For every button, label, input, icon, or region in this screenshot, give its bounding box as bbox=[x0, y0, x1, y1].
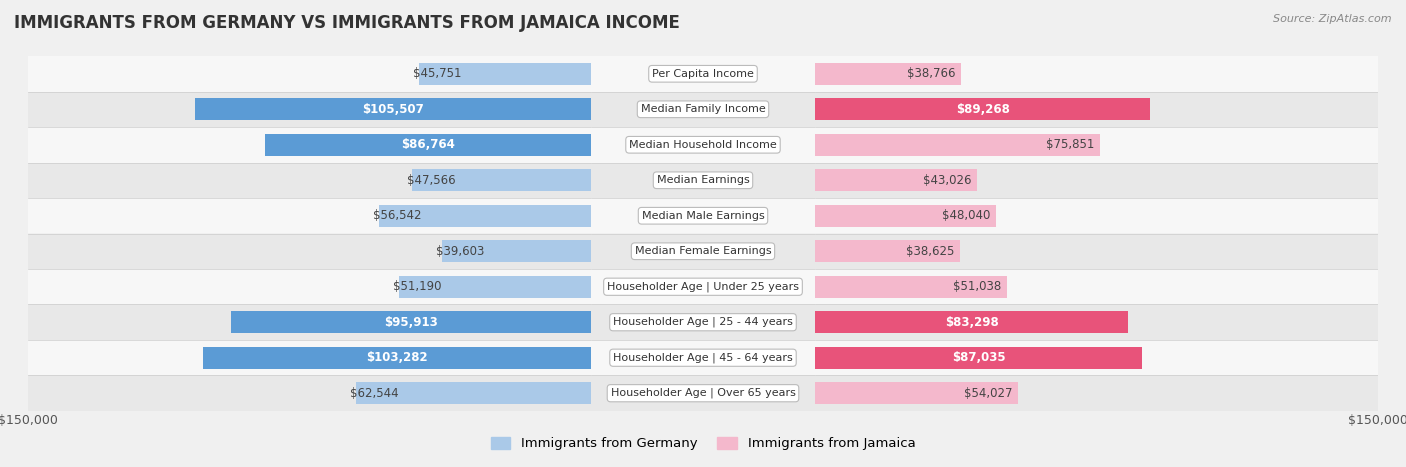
Bar bbox=[815, 134, 1099, 156]
Text: $83,298: $83,298 bbox=[945, 316, 998, 329]
Bar bbox=[815, 63, 960, 85]
Text: $47,566: $47,566 bbox=[406, 174, 456, 187]
Bar bbox=[591, 304, 815, 340]
Bar bbox=[441, 240, 591, 262]
Bar bbox=[398, 276, 591, 298]
Bar bbox=[591, 269, 815, 304]
Bar bbox=[28, 92, 591, 127]
Text: $62,544: $62,544 bbox=[350, 387, 399, 400]
Bar bbox=[591, 56, 815, 92]
Bar bbox=[28, 127, 591, 163]
Text: $43,026: $43,026 bbox=[922, 174, 972, 187]
Text: Householder Age | Over 65 years: Householder Age | Over 65 years bbox=[610, 388, 796, 398]
Text: IMMIGRANTS FROM GERMANY VS IMMIGRANTS FROM JAMAICA INCOME: IMMIGRANTS FROM GERMANY VS IMMIGRANTS FR… bbox=[14, 14, 681, 32]
Bar bbox=[815, 311, 1128, 333]
Bar bbox=[28, 163, 591, 198]
Bar bbox=[815, 269, 1378, 304]
Bar bbox=[356, 382, 591, 404]
Bar bbox=[815, 304, 1378, 340]
Bar bbox=[28, 375, 591, 411]
Text: $38,625: $38,625 bbox=[907, 245, 955, 258]
Bar bbox=[231, 311, 591, 333]
Text: Median Family Income: Median Family Income bbox=[641, 104, 765, 114]
Text: $56,542: $56,542 bbox=[373, 209, 422, 222]
Text: Source: ZipAtlas.com: Source: ZipAtlas.com bbox=[1274, 14, 1392, 24]
Bar bbox=[815, 98, 1150, 120]
Bar bbox=[815, 375, 1378, 411]
Text: Householder Age | 25 - 44 years: Householder Age | 25 - 44 years bbox=[613, 317, 793, 327]
Text: Median Male Earnings: Median Male Earnings bbox=[641, 211, 765, 221]
Text: $48,040: $48,040 bbox=[942, 209, 990, 222]
Bar bbox=[591, 340, 815, 375]
Bar bbox=[815, 127, 1378, 163]
Text: Householder Age | 45 - 64 years: Householder Age | 45 - 64 years bbox=[613, 353, 793, 363]
Bar bbox=[815, 198, 1378, 234]
Bar bbox=[815, 92, 1378, 127]
Bar bbox=[28, 198, 591, 234]
Text: Median Earnings: Median Earnings bbox=[657, 175, 749, 185]
Bar bbox=[28, 269, 591, 304]
Text: $105,507: $105,507 bbox=[361, 103, 423, 116]
Bar bbox=[28, 56, 591, 92]
Text: $39,603: $39,603 bbox=[436, 245, 485, 258]
Legend: Immigrants from Germany, Immigrants from Jamaica: Immigrants from Germany, Immigrants from… bbox=[485, 432, 921, 456]
Text: Median Female Earnings: Median Female Earnings bbox=[634, 246, 772, 256]
Text: $87,035: $87,035 bbox=[952, 351, 1005, 364]
Text: Median Household Income: Median Household Income bbox=[628, 140, 778, 150]
Text: $51,038: $51,038 bbox=[953, 280, 1001, 293]
Bar bbox=[815, 56, 1378, 92]
Bar bbox=[815, 382, 1018, 404]
Bar bbox=[591, 198, 815, 234]
Text: $103,282: $103,282 bbox=[366, 351, 427, 364]
Bar bbox=[591, 163, 815, 198]
Bar bbox=[815, 234, 1378, 269]
Bar bbox=[204, 347, 591, 369]
Text: $86,764: $86,764 bbox=[401, 138, 454, 151]
Text: $75,851: $75,851 bbox=[1046, 138, 1094, 151]
Bar bbox=[419, 63, 591, 85]
Bar bbox=[591, 127, 815, 163]
Text: $45,751: $45,751 bbox=[413, 67, 461, 80]
Text: Householder Age | Under 25 years: Householder Age | Under 25 years bbox=[607, 282, 799, 292]
Bar bbox=[815, 169, 977, 191]
Bar bbox=[815, 276, 1007, 298]
Bar bbox=[195, 98, 591, 120]
Text: $51,190: $51,190 bbox=[392, 280, 441, 293]
Bar bbox=[28, 234, 591, 269]
Text: $95,913: $95,913 bbox=[384, 316, 437, 329]
Text: $89,268: $89,268 bbox=[956, 103, 1010, 116]
Bar bbox=[591, 375, 815, 411]
Bar bbox=[28, 340, 591, 375]
Text: $38,766: $38,766 bbox=[907, 67, 955, 80]
Bar bbox=[378, 205, 591, 227]
Bar bbox=[815, 240, 960, 262]
Bar bbox=[266, 134, 591, 156]
Bar bbox=[815, 347, 1142, 369]
Text: Per Capita Income: Per Capita Income bbox=[652, 69, 754, 79]
Bar bbox=[815, 340, 1378, 375]
Bar bbox=[815, 163, 1378, 198]
Bar bbox=[412, 169, 591, 191]
Bar bbox=[591, 92, 815, 127]
Text: $54,027: $54,027 bbox=[965, 387, 1012, 400]
Bar bbox=[815, 205, 995, 227]
Bar bbox=[28, 304, 591, 340]
Bar bbox=[591, 234, 815, 269]
